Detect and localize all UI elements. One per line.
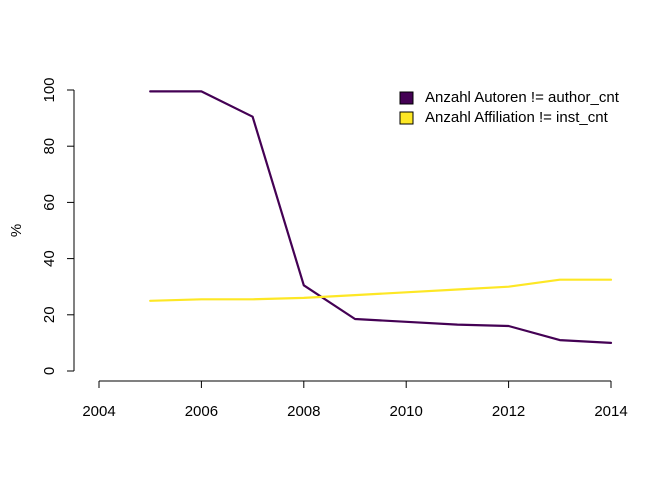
chart-axes: 2004 2006 2008 2010 2012 2014 0 20 40 60 80 100% — [8, 77, 628, 420]
legend-swatch — [399, 91, 414, 105]
y-tick-label: 40 — [41, 250, 58, 267]
y-tick-label: 60 — [41, 194, 58, 211]
y-axis-title: % — [8, 224, 25, 237]
legend-label: Anzahl Autoren != author_cnt — [425, 89, 620, 106]
x-tick-label: 2006 — [185, 403, 218, 420]
x-tick-label: 2004 — [82, 403, 115, 420]
y-tick-label: 0 — [41, 367, 58, 375]
y-tick-label: 100 — [41, 77, 58, 102]
series-line-2 — [149, 278, 613, 302]
legend-label: Anzahl Affiliation != inst_cnt — [425, 109, 609, 126]
x-tick-label: 2010 — [390, 403, 423, 420]
x-tick-label: 2012 — [492, 403, 525, 420]
y-tick-label: 20 — [41, 306, 58, 323]
chart-legend: Anzahl Autoren != author_cnt Anzahl Affil… — [399, 89, 620, 126]
series-layer — [149, 90, 613, 344]
legend-swatch — [399, 111, 414, 125]
series-line-1 — [149, 90, 613, 344]
x-tick-label: 2008 — [287, 403, 320, 420]
x-tick-label: 2014 — [594, 403, 627, 420]
y-tick-label: 80 — [41, 138, 58, 155]
